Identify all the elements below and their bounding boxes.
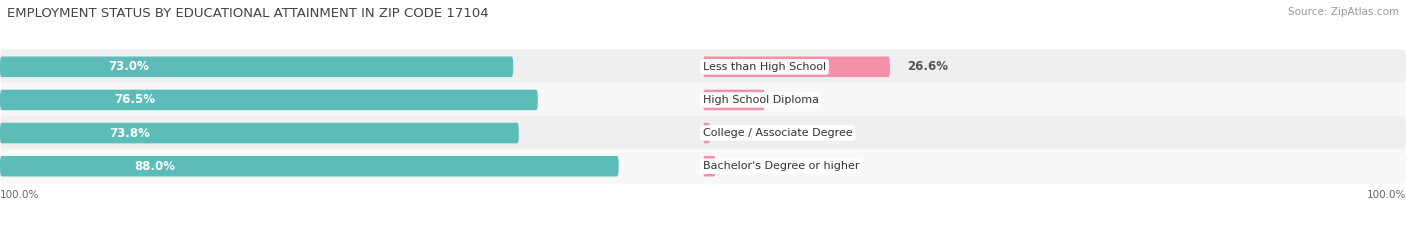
Text: 73.0%: 73.0%	[108, 60, 149, 73]
FancyBboxPatch shape	[0, 116, 1406, 151]
Text: EMPLOYMENT STATUS BY EDUCATIONAL ATTAINMENT IN ZIP CODE 17104: EMPLOYMENT STATUS BY EDUCATIONAL ATTAINM…	[7, 7, 489, 20]
Text: High School Diploma: High School Diploma	[703, 95, 820, 105]
Text: 76.5%: 76.5%	[114, 93, 155, 106]
Text: College / Associate Degree: College / Associate Degree	[703, 128, 853, 138]
FancyBboxPatch shape	[703, 123, 710, 143]
Text: 1.0%: 1.0%	[728, 127, 761, 140]
FancyBboxPatch shape	[0, 156, 619, 176]
FancyBboxPatch shape	[0, 57, 513, 77]
FancyBboxPatch shape	[703, 57, 890, 77]
Text: 100.0%: 100.0%	[0, 190, 39, 200]
Text: Source: ZipAtlas.com: Source: ZipAtlas.com	[1288, 7, 1399, 17]
FancyBboxPatch shape	[0, 90, 537, 110]
Text: 1.8%: 1.8%	[734, 160, 766, 173]
Text: 73.8%: 73.8%	[110, 127, 150, 140]
FancyBboxPatch shape	[0, 82, 1406, 117]
FancyBboxPatch shape	[703, 156, 716, 176]
Text: Bachelor's Degree or higher: Bachelor's Degree or higher	[703, 161, 859, 171]
FancyBboxPatch shape	[703, 90, 765, 110]
FancyBboxPatch shape	[0, 123, 519, 143]
Text: 8.8%: 8.8%	[782, 93, 815, 106]
Text: 88.0%: 88.0%	[134, 160, 176, 173]
FancyBboxPatch shape	[0, 149, 1406, 184]
Text: Less than High School: Less than High School	[703, 62, 827, 72]
FancyBboxPatch shape	[0, 49, 1406, 84]
Text: 100.0%: 100.0%	[1367, 190, 1406, 200]
Text: 26.6%: 26.6%	[908, 60, 949, 73]
